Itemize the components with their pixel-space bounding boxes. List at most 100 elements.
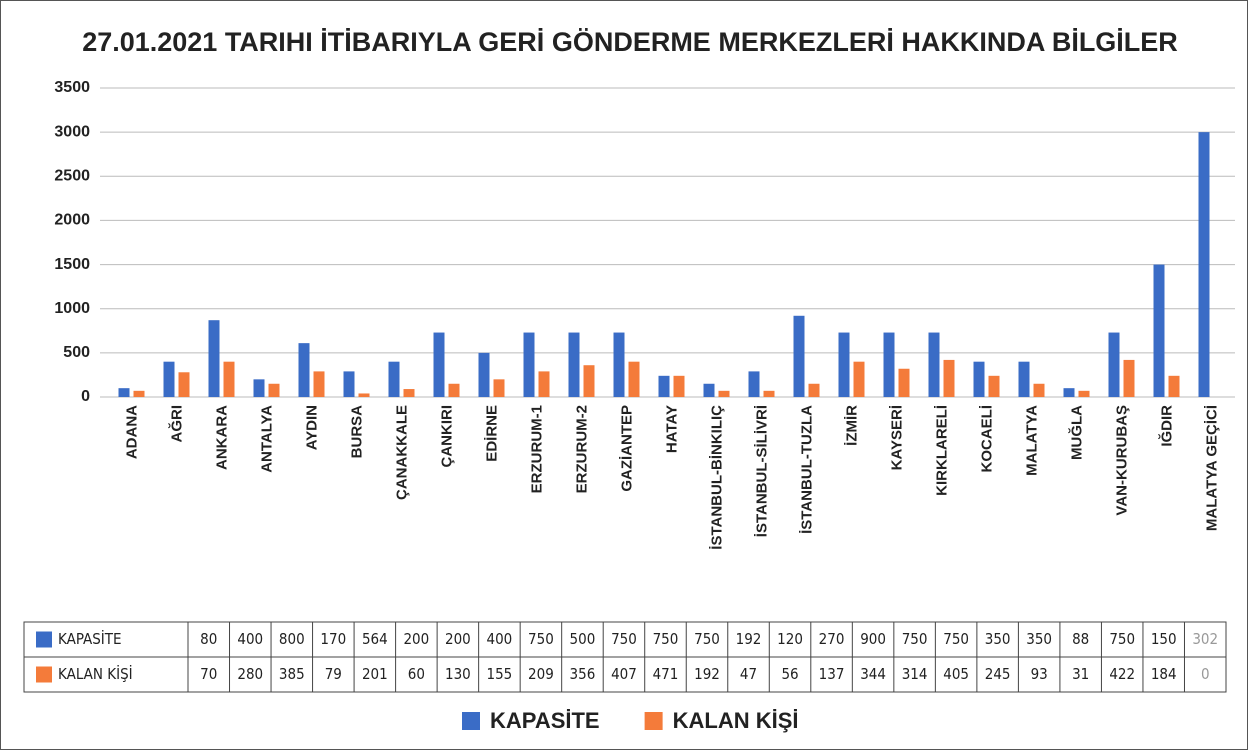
bar [1198,132,1210,397]
table-cell: 385 [279,665,305,683]
x-tick-label: KIRKLARELİ [933,405,950,496]
bar [358,393,370,397]
table-cell: 471 [653,665,679,683]
bar [583,365,595,397]
x-tick-label: ANKARA [213,405,230,470]
table-cell: 500 [570,630,596,648]
x-tick-label: GAZİANTEP [618,405,635,492]
table-cell: 56 [781,665,798,683]
bar [718,390,730,397]
y-tick-label: 500 [63,344,90,361]
table-cell: 405 [943,665,969,683]
table-cell: 750 [943,630,969,648]
table-cell: 564 [362,630,388,648]
table-cell: 280 [237,665,263,683]
bar [853,361,865,397]
bar [613,332,625,397]
table-cell: 79 [325,665,342,683]
bar [808,383,820,397]
table-cell: 47 [740,665,757,683]
x-tick-label: AYDIN [303,405,320,450]
table-cell: 750 [694,630,720,648]
table-cell: 350 [1026,630,1052,648]
bar [973,361,985,397]
x-tick-label: IĞDIR [1157,405,1175,447]
bar [1063,388,1075,397]
table-cell: 137 [819,665,845,683]
x-tick-label: İSTANBUL-TUZLA [798,405,815,534]
table-cell: 184 [1151,665,1177,683]
table-cell: 422 [1109,665,1135,683]
bar [538,371,550,397]
table-cell: 88 [1072,630,1089,648]
bar [253,379,265,397]
legend-swatch [462,712,480,730]
table-cell: 170 [320,630,346,648]
bar [178,372,190,397]
y-tick-label: 1000 [54,300,90,317]
table-cell: 314 [902,665,928,683]
bar [883,332,895,397]
x-tick-label: ANTALYA [258,405,275,473]
x-tick-label: AĞRI [167,405,185,443]
table-cell: 400 [487,630,513,648]
table-cell: 60 [408,665,425,683]
x-tick-label: HATAY [663,405,680,453]
bar [388,361,400,397]
bar [1108,332,1120,397]
table-cell: 31 [1072,665,1089,683]
legend-label: KAPASİTE [490,708,600,733]
table-cell: 200 [403,630,429,648]
bar [118,388,130,397]
y-tick-label: 2500 [54,168,90,185]
table-cell: 800 [279,630,305,648]
table-cell: 209 [528,665,554,683]
bar [268,383,280,397]
table-cell: 70 [200,665,217,683]
table-cell: 245 [985,665,1011,683]
y-tick-label: 1500 [54,256,90,273]
table-cell: 750 [653,630,679,648]
bar [433,332,445,397]
y-tick-label: 2000 [54,212,90,229]
bar [1018,361,1030,397]
bar [1168,375,1180,397]
x-tick-label: ÇANKIRI [438,405,455,468]
table-cell: 750 [528,630,554,648]
bar [658,375,670,397]
bar [1033,383,1045,397]
x-tick-label: KAYSERİ [888,405,905,470]
bar [928,332,940,397]
x-tick-label: EDİRNE [483,405,500,462]
bar [313,371,325,397]
table-cell: 750 [902,630,928,648]
x-tick-label: İSTANBUL-BİNKILIÇ [708,405,725,550]
x-tick-label: MALATYA GEÇİCİ [1203,405,1220,531]
x-tick-label: BURSA [348,405,365,459]
x-tick-label: ADANA [123,405,140,459]
bar [988,375,1000,397]
bar [838,332,850,397]
bar [523,332,535,397]
x-tick-label: İSTANBUL-SİLİVRİ [753,405,770,537]
table-cell: 407 [611,665,637,683]
bar [1123,359,1135,397]
table-cell: 155 [487,665,513,683]
bar [478,352,490,397]
bar [943,359,955,397]
bar [703,383,715,397]
x-tick-label: MUĞLA [1067,405,1085,460]
x-tick-label: MALATYA [1023,405,1040,476]
bar [793,315,805,397]
x-tick-label: VAN-KURUBAŞ [1113,405,1130,516]
bar [568,332,580,397]
bar [223,361,235,397]
y-tick-label: 3500 [54,79,90,96]
table-cell: 900 [860,630,886,648]
table-cell: 120 [777,630,803,648]
bar [673,375,685,397]
table-cell: 350 [985,630,1011,648]
chart-title: 27.01.2021 TARIHI İTİBARIYLA GERİ GÖNDER… [82,27,1178,57]
table-cell: 150 [1151,630,1177,648]
